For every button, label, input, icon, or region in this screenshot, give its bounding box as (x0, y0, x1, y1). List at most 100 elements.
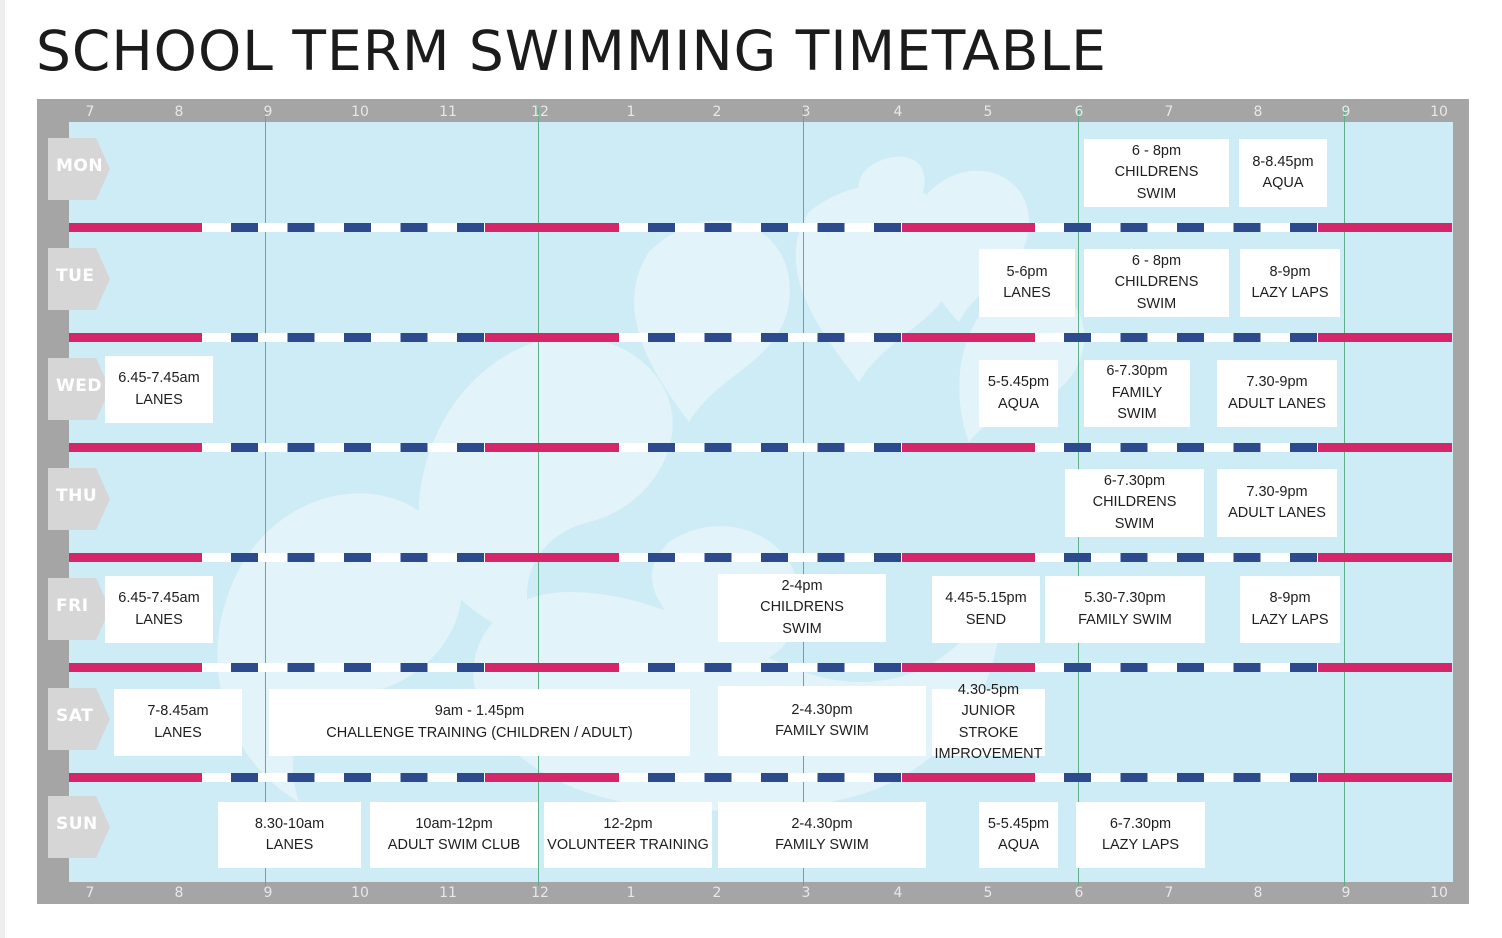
lane-rope-icon (69, 223, 1452, 232)
session-name-line: AQUA (997, 837, 1040, 853)
session-time: 2-4.30pm (791, 701, 853, 718)
session-card-thu: 6-7.30pm CHILDRENS SWIM (1065, 469, 1204, 537)
session-name-line: AQUA (1262, 175, 1304, 191)
session-time: 8.30-10am (254, 815, 325, 832)
session-card-sat: 7-8.45am LANES (114, 689, 242, 756)
session-name-line: SWIM (1117, 406, 1157, 423)
hour-top-tick: 12 (531, 104, 549, 120)
hour-top-tick: 5 (983, 104, 993, 120)
session-name-line: LANES (135, 391, 183, 408)
session-name-line: SWIM (1136, 185, 1177, 202)
session-time: 8-9pm (1269, 590, 1311, 606)
session-time: 6-7.30pm (1103, 472, 1166, 489)
session-name-line: LANES (1003, 285, 1051, 301)
day-tag-arrow-icon (48, 688, 110, 750)
hour-line-12pm (538, 108, 539, 886)
session-card-fri: 2-4pm CHILDRENS SWIM (718, 574, 886, 642)
day-tag-sun: SUN (48, 796, 110, 858)
session-time: 2-4.30pm (791, 815, 853, 832)
hour-bottom-tick: 9 (263, 885, 273, 901)
hour-bottom-tick: 3 (801, 885, 811, 901)
hour-bottom-tick: 1 (626, 885, 636, 901)
hour-bottom-tick: 2 (712, 885, 722, 901)
session-time: 5-6pm (1006, 263, 1048, 280)
session-time: 6-7.30pm (1109, 815, 1172, 832)
session-name-line: CHILDRENS (1092, 494, 1177, 511)
day-tag-arrow-icon (48, 248, 110, 310)
session-card-tue: 8-9pm LAZY LAPS (1240, 249, 1340, 317)
day-label: FRI (56, 596, 89, 616)
day-tag-arrow-icon (48, 138, 110, 200)
session-card-sat: 2-4.30pm FAMILY SWIM (718, 686, 926, 756)
day-tag-arrow-icon (48, 578, 110, 640)
hour-top-tick: 9 (263, 104, 273, 120)
day-label: MON (56, 156, 104, 176)
session-name-line: SEND (965, 611, 1007, 628)
session-name-line: AQUA (997, 395, 1040, 412)
session-time: 8-9pm (1269, 263, 1311, 280)
session-card-wed: 5-5.45pm AQUA (979, 360, 1058, 427)
session-name-line: CHILDRENS (1114, 274, 1199, 291)
hour-bottom-tick: 6 (1074, 885, 1084, 901)
hour-top-tick: 9 (1341, 104, 1351, 120)
hour-bottom-tick: 8 (174, 885, 184, 901)
session-name-line: CHILDRENS (760, 599, 844, 616)
hour-top-tick: 10 (351, 104, 369, 120)
hour-top-tick: 10 (1430, 104, 1448, 120)
day-tag-thu: THU (48, 468, 110, 530)
session-card-tue: 6 - 8pm CHILDRENS SWIM (1084, 249, 1229, 317)
session-card-sun: 5-5.45pm AQUA (979, 802, 1058, 868)
hour-top-tick: 7 (1164, 104, 1174, 120)
day-label: SAT (56, 706, 94, 726)
lane-rope-icon (69, 553, 1452, 562)
hour-top-tick: 8 (1253, 104, 1263, 120)
session-time: 8-8.45pm (1252, 153, 1314, 170)
session-time: 4.45-5.15pm (945, 590, 1027, 606)
session-time: 4.30-5pm (957, 681, 1020, 698)
session-name-line: ADULT LANES (1228, 505, 1326, 521)
session-card-fri: 8-9pm LAZY LAPS (1240, 576, 1340, 643)
hour-top-tick: 1 (626, 104, 636, 120)
session-time: 2-4pm (781, 577, 823, 594)
hour-bottom-tick: 7 (85, 885, 95, 901)
session-name-line: CHALLENGE TRAINING (CHILDREN / ADULT) (326, 724, 633, 741)
hour-bottom-tick: 9 (1341, 885, 1351, 901)
session-name-line: VOLUNTEER TRAINING (547, 837, 709, 853)
session-name-line: LANES (135, 611, 183, 628)
session-name-line: JUNIOR STROKE (958, 703, 1019, 741)
session-card-sat: 4.30-5pm JUNIOR STROKE IMPROVEMENT (932, 682, 1045, 762)
session-card-thu: 7.30-9pm ADULT LANES (1217, 469, 1337, 537)
session-card-fri: 4.45-5.15pm SEND (932, 576, 1040, 643)
session-time: 7.30-9pm (1246, 483, 1308, 500)
hour-bottom-tick: 7 (1164, 885, 1174, 901)
hour-top-tick: 7 (85, 104, 95, 120)
day-tag-wed: WED (48, 358, 110, 420)
day-tag-tue: TUE (48, 248, 110, 310)
session-time: 6-7.30pm (1106, 363, 1168, 380)
hour-line-9am (265, 108, 266, 886)
session-time: 6.45-7.45am (118, 590, 200, 606)
lane-rope-icon (69, 663, 1452, 672)
session-time: 6 - 8pm (1131, 142, 1182, 159)
day-tag-fri: FRI (48, 578, 110, 640)
session-name-line: LANES (265, 837, 314, 853)
session-card-wed: 6.45-7.45am LANES (105, 356, 213, 423)
hour-line-9pm (1344, 108, 1345, 886)
hour-bottom-tick: 5 (983, 885, 993, 901)
day-label: TUE (56, 266, 95, 286)
session-name-line: LANES (154, 724, 202, 741)
session-name-line: SWIM (782, 620, 822, 637)
session-card-sat: 9am - 1.45pm CHALLENGE TRAINING (CHILDREN… (269, 689, 690, 756)
day-tag-sat: SAT (48, 688, 110, 750)
session-name-line: FAMILY SWIM (1078, 611, 1172, 628)
session-card-sun: 2-4.30pm FAMILY SWIM (718, 802, 926, 868)
session-time: 9am - 1.45pm (434, 703, 525, 719)
day-label: WED (56, 376, 102, 396)
day-label: SUN (56, 814, 98, 834)
session-name-line: ADULT LANES (1228, 395, 1326, 412)
session-time: 10am-12pm (415, 815, 493, 832)
hour-bottom-tick: 12 (531, 885, 549, 901)
hour-bottom-tick: 10 (351, 885, 369, 901)
session-time: 5.30-7.30pm (1084, 590, 1166, 606)
lane-rope-icon (69, 443, 1452, 452)
